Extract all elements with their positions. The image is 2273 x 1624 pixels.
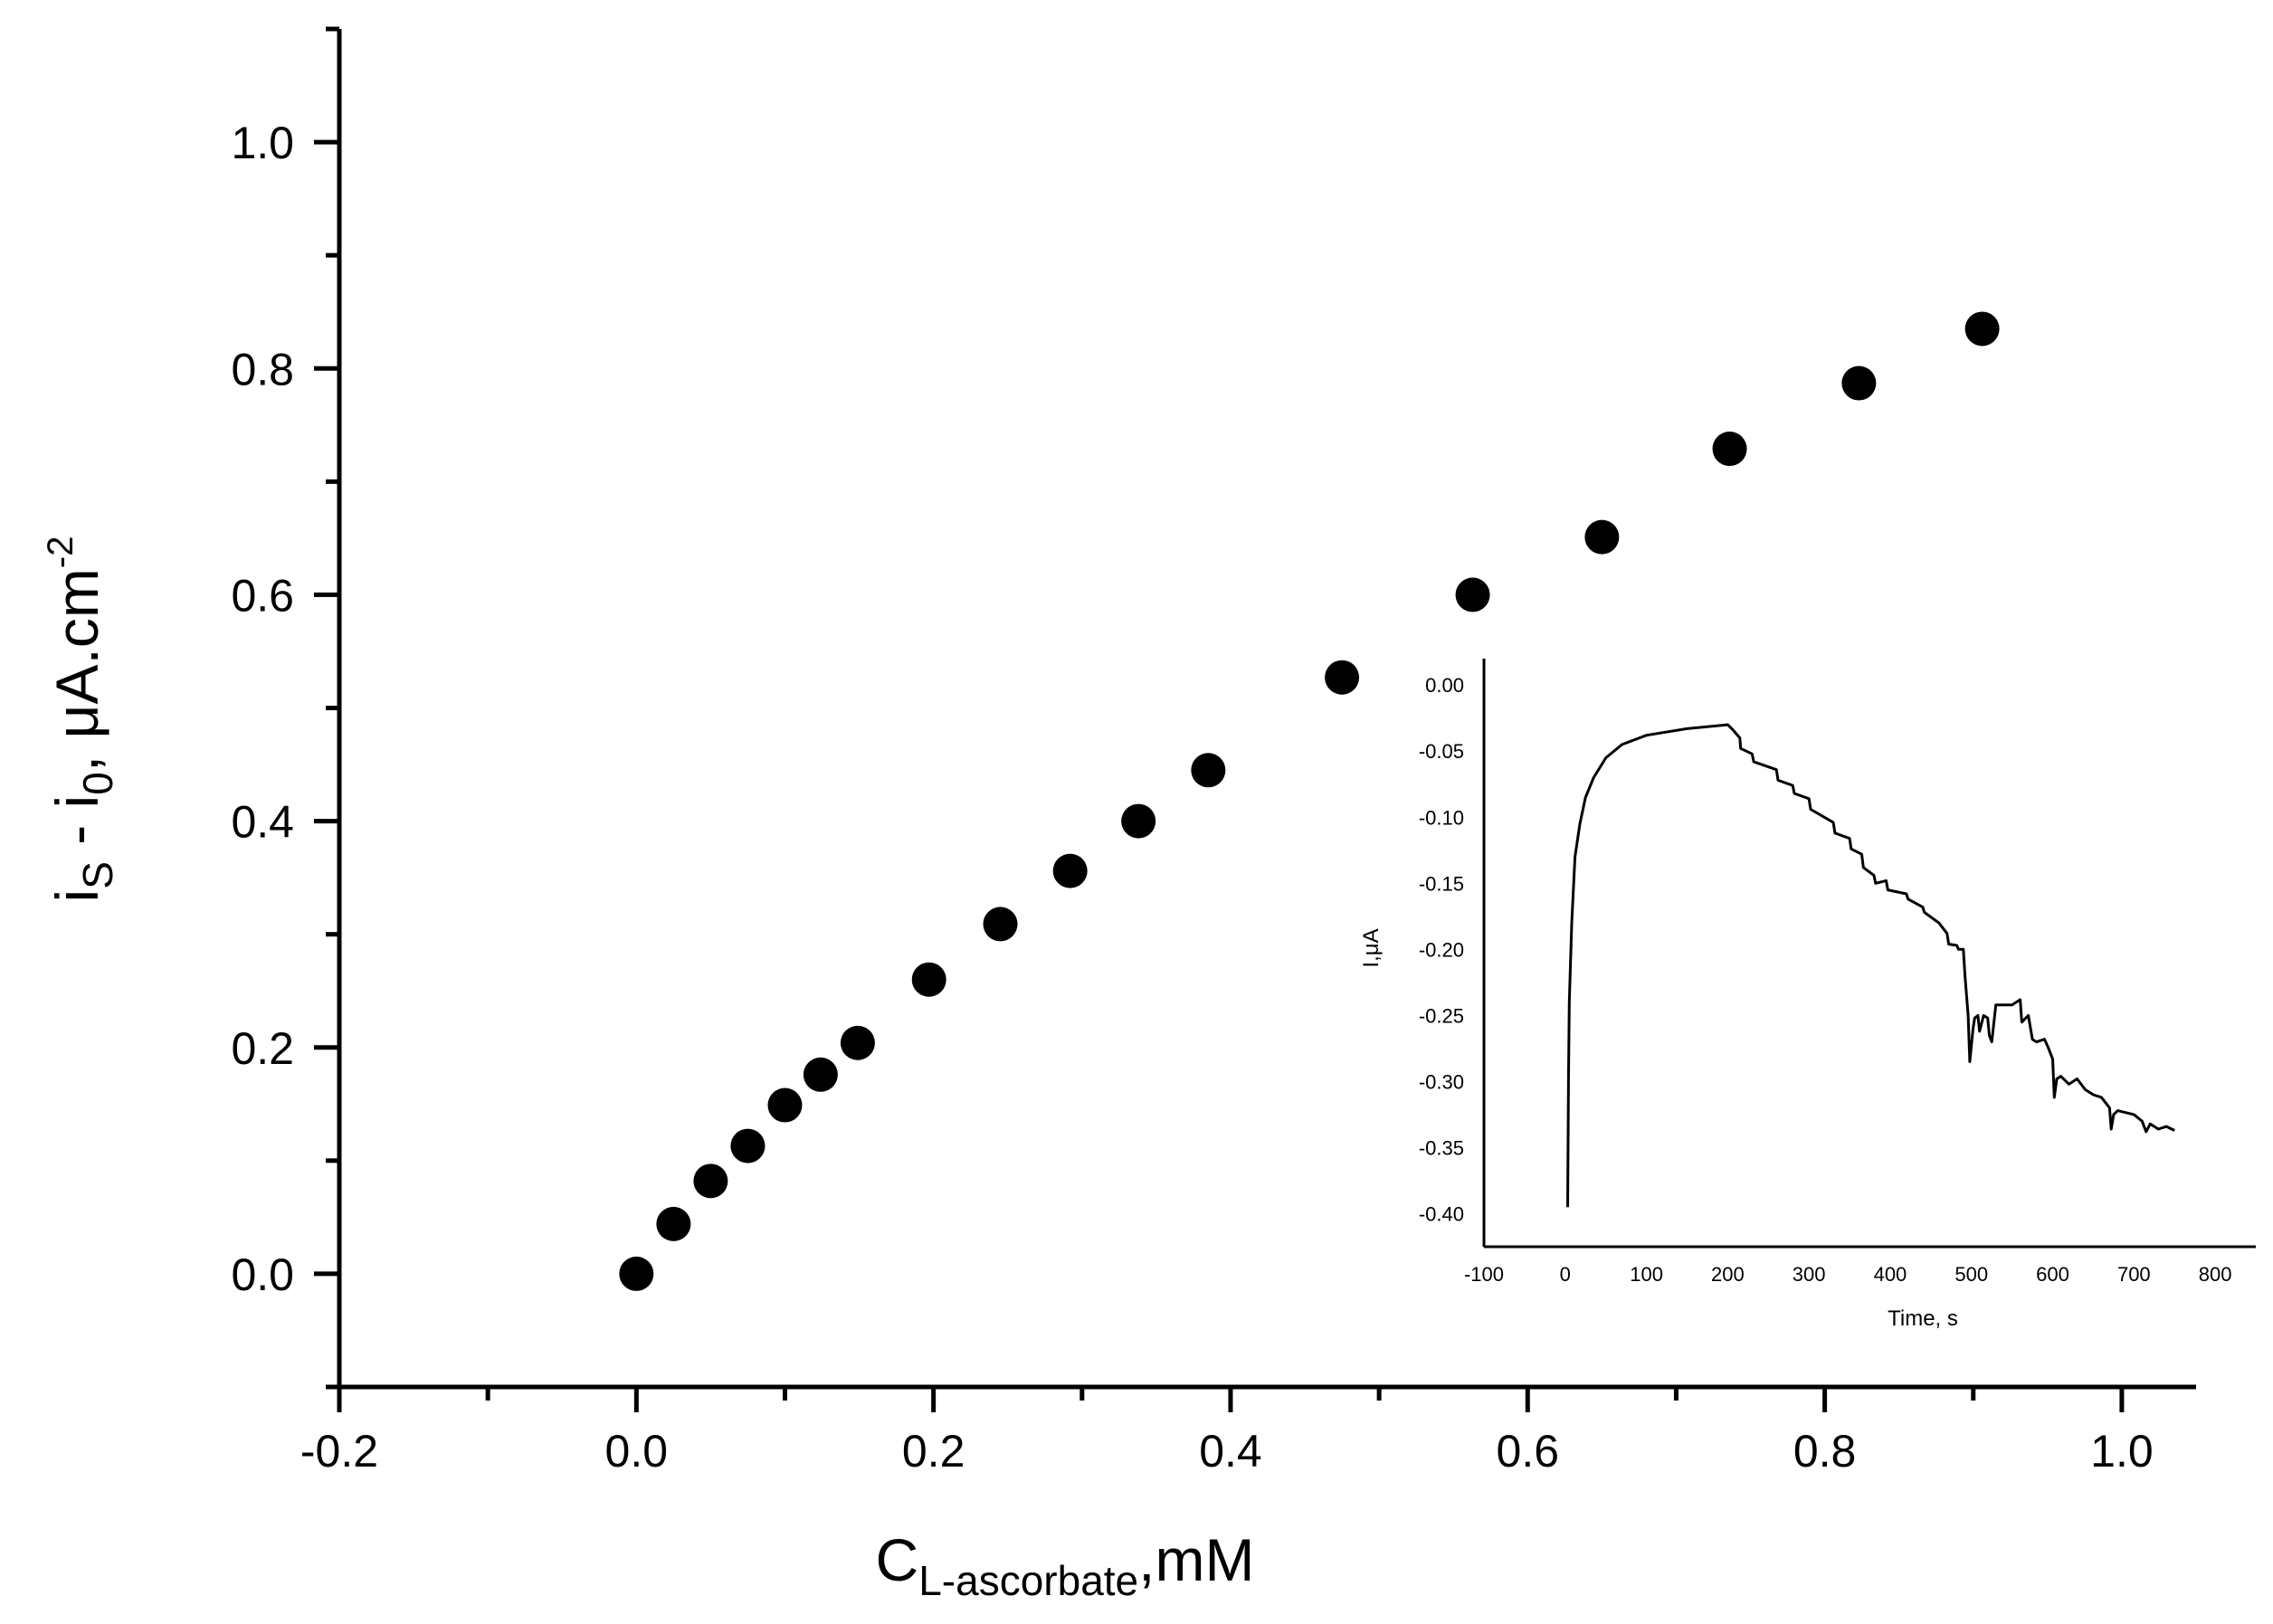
y-title-sub-0: 0 xyxy=(74,772,121,795)
data-point xyxy=(1325,660,1360,695)
data-point xyxy=(619,1256,654,1291)
data-point xyxy=(1052,853,1088,888)
main-axes: -0.2 0.0 0.2 0.4 0.6 0.8 1.0 0.0 0.2 0.4 0.6 0.8 1.0 xyxy=(231,26,2196,1477)
main-y-tick-label: 0.8 xyxy=(231,344,294,394)
inset-x-tick-label: 700 xyxy=(2117,1263,2151,1286)
y-title-i: i xyxy=(43,889,110,903)
data-point xyxy=(1121,803,1156,839)
main-y-tick-label: 0.2 xyxy=(231,1023,294,1074)
data-point xyxy=(911,962,946,997)
inset-y-tick-label: 0.00 xyxy=(1425,674,1464,697)
inset-x-tick-label: 300 xyxy=(1793,1263,1826,1286)
inset-x-tick-label: 800 xyxy=(2199,1263,2232,1286)
y-title-superscript: -2 xyxy=(41,537,81,569)
main-x-tick-label: 0.4 xyxy=(1199,1426,1262,1477)
main-x-tick-label: 0.2 xyxy=(902,1426,965,1477)
main-y-tick-label: 0.0 xyxy=(231,1249,294,1300)
main-x-tick-label: 0.8 xyxy=(1793,1426,1857,1477)
data-point xyxy=(1191,753,1226,788)
inset-x-tick-label: 500 xyxy=(1954,1263,1988,1286)
data-point xyxy=(730,1128,766,1163)
inset-y-tick-label: -0.30 xyxy=(1419,1070,1464,1093)
data-point xyxy=(1584,519,1620,555)
main-x-tick-label: 0.6 xyxy=(1497,1426,1560,1477)
data-point xyxy=(656,1206,691,1241)
data-point xyxy=(1841,366,1877,401)
main-x-tick-label: -0.2 xyxy=(300,1426,378,1477)
data-point xyxy=(1712,432,1747,467)
inset-y-tick-label: -0.25 xyxy=(1419,1004,1464,1027)
inset-x-tick-label: 0 xyxy=(1560,1263,1571,1286)
inset-x-tick-label: 100 xyxy=(1630,1263,1663,1286)
main-x-tick-label: 1.0 xyxy=(2090,1426,2154,1477)
x-title-subscript: L-ascorbate xyxy=(918,1557,1138,1604)
inset-x-tick-label: -100 xyxy=(1464,1263,1504,1286)
data-point xyxy=(1964,311,2000,347)
x-title-rest: ,mM xyxy=(1138,1526,1254,1593)
inset-y-tick-label: -0.05 xyxy=(1419,740,1464,763)
main-y-tick-label: 1.0 xyxy=(231,118,294,168)
data-point xyxy=(840,1025,875,1060)
inset-y-tick-label: -0.20 xyxy=(1419,938,1464,961)
inset-x-axis-title: Time, s xyxy=(1888,1306,1958,1331)
inset-y-tick-label: -0.15 xyxy=(1419,872,1464,895)
inset-current-trace xyxy=(1566,723,2175,1208)
inset-x-tick-label: 200 xyxy=(1711,1263,1745,1286)
data-point xyxy=(1455,577,1490,613)
inset-x-tick-label: 600 xyxy=(2036,1263,2069,1286)
y-title-rest: , μA.cm xyxy=(43,568,110,772)
y-title-sub-s: S xyxy=(74,861,121,889)
inset-x-tick-label: 400 xyxy=(1874,1263,1907,1286)
data-point xyxy=(767,1087,803,1123)
y-title-mid: - i xyxy=(43,795,110,861)
main-scatter-series xyxy=(619,311,2000,1291)
inset-y-tick-label: -0.35 xyxy=(1419,1136,1464,1159)
main-y-tick-label: 0.6 xyxy=(231,570,294,621)
main-ticks xyxy=(314,26,2125,1412)
inset-y-tick-label: -0.40 xyxy=(1419,1202,1464,1225)
main-tick-labels: -0.2 0.0 0.2 0.4 0.6 0.8 1.0 0.0 0.2 0.4 0.6 0.8 1.0 xyxy=(231,118,2153,1477)
x-title-main: C xyxy=(876,1526,919,1593)
data-point xyxy=(693,1163,728,1199)
main-x-axis-title: CL-ascorbate,mM xyxy=(876,1526,1255,1604)
inset-chart: -100 0 100 200 300 400 500 600 700 800 0.00 -0.05 -0… xyxy=(1359,659,2256,1331)
inset-tick-labels: -100 0 100 200 300 400 500 600 700 800 0.00 -0.05 -0… xyxy=(1419,674,2232,1286)
main-y-tick-label: 0.4 xyxy=(231,797,294,848)
inset-y-axis-title: I,μA xyxy=(1359,928,1384,967)
inset-y-tick-label: -0.10 xyxy=(1419,806,1464,829)
data-point xyxy=(803,1057,838,1092)
main-x-tick-label: 0.0 xyxy=(605,1426,669,1477)
main-y-axis-title: iS - i0, μA.cm-2 xyxy=(41,537,121,903)
data-point xyxy=(983,907,1018,942)
